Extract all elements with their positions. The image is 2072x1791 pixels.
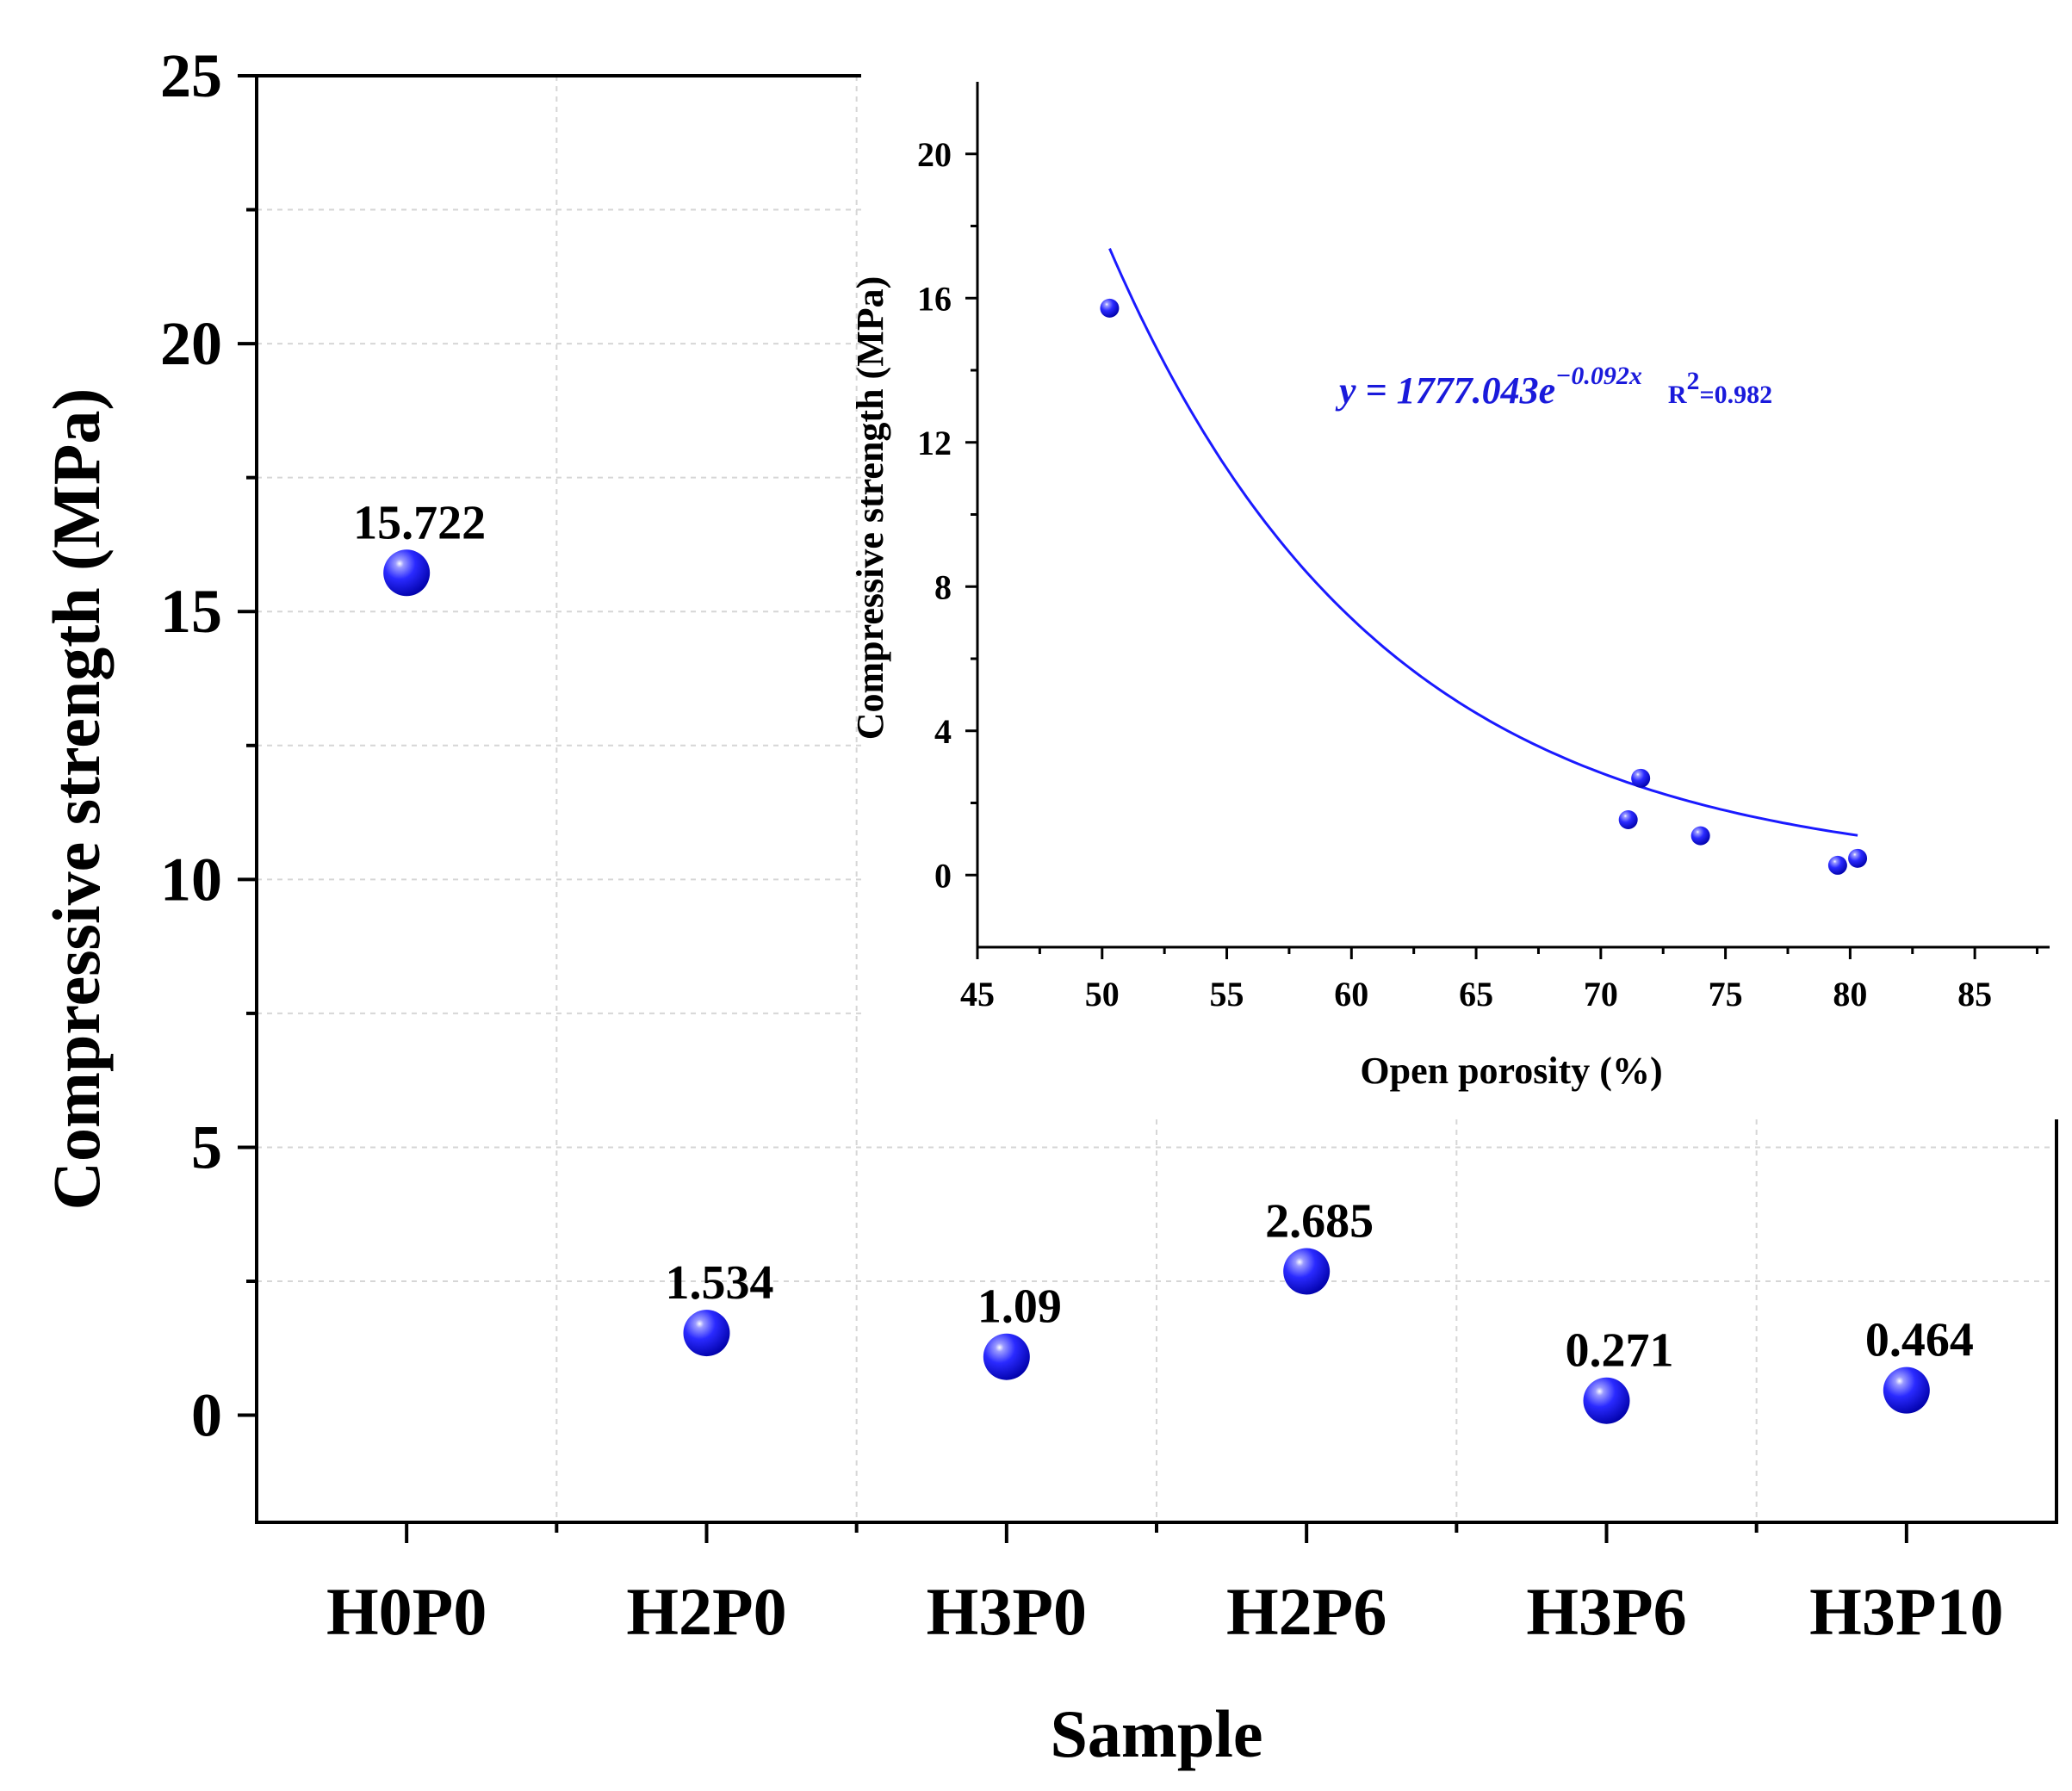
inset-x-tick-label: 60 xyxy=(1334,975,1368,1013)
main-x-axis-label: Sample xyxy=(1050,1696,1262,1771)
inset-data-point xyxy=(1848,848,1868,868)
main-y-axis: 0 5 10 15 20 25 xyxy=(160,41,257,1450)
inset-y-tick-label: 4 xyxy=(934,712,952,751)
inset-background xyxy=(861,52,2067,1119)
main-data-point xyxy=(983,1333,1030,1380)
main-data-point xyxy=(383,549,431,597)
main-data-label: 1.09 xyxy=(977,1280,1062,1334)
inset-x-tick-label: 75 xyxy=(1709,975,1743,1013)
main-x-tick-label: H3P6 xyxy=(1526,1574,1686,1649)
inset-data-point xyxy=(1100,298,1120,318)
r2-superscript: 2 xyxy=(1687,367,1700,395)
main-data-point xyxy=(1583,1377,1630,1424)
inset-x-tick-label: 70 xyxy=(1584,975,1618,1013)
fit-equation: y = 1777.043e−0.092x R2=0.982 xyxy=(1335,362,1772,412)
main-x-tick-label: H3P10 xyxy=(1809,1574,2003,1649)
inset-axes: 0 4 8 12 16 20 45 50 55 60 65 70 75 80 85 xyxy=(917,82,2050,1013)
inset-data-points xyxy=(1100,298,1868,875)
inset-data-point xyxy=(1618,810,1638,830)
inset-y-axis-label: Compressive strength (MPa) xyxy=(849,276,891,741)
inset-x-tick-label: 85 xyxy=(1957,975,1992,1013)
main-x-axis: H0P0 H2P0 H3P0 H2P6 H3P6 H3P10 xyxy=(326,1522,2003,1649)
inset-plot: 0 4 8 12 16 20 45 50 55 60 65 70 75 80 85 Open porosit… xyxy=(849,52,2067,1119)
inset-x-tick-label: 50 xyxy=(1085,975,1120,1013)
main-y-tick-label: 10 xyxy=(160,845,222,914)
inset-x-tick-label: 55 xyxy=(1210,975,1244,1013)
main-y-tick-label: 5 xyxy=(191,1112,222,1181)
main-y-tick-label: 0 xyxy=(191,1381,222,1450)
main-y-tick-label: 20 xyxy=(160,309,222,378)
r2-value: =0.982 xyxy=(1700,381,1773,409)
main-x-tick-label: H0P0 xyxy=(326,1574,487,1649)
inset-data-point xyxy=(1631,768,1651,788)
inset-x-tick-label: 80 xyxy=(1833,975,1867,1013)
main-x-tick-label: H3P0 xyxy=(927,1574,1087,1649)
main-y-tick-label: 15 xyxy=(160,577,222,646)
fit-equation-main: y = 1777.043e xyxy=(1335,369,1555,412)
main-data-point xyxy=(1283,1248,1331,1295)
main-data-label: 0.464 xyxy=(1865,1314,1974,1367)
main-x-tick-label: H2P0 xyxy=(626,1574,786,1649)
inset-x-tick-label: 65 xyxy=(1459,975,1493,1013)
main-data-point xyxy=(683,1310,730,1357)
main-data-label: 2.685 xyxy=(1265,1194,1374,1248)
main-x-tick-label: H2P6 xyxy=(1226,1574,1387,1649)
inset-fit-curve xyxy=(1108,248,1858,837)
r2-label: R xyxy=(1668,381,1687,409)
inset-y-tick-label: 8 xyxy=(934,567,952,606)
inset-y-tick-label: 12 xyxy=(917,424,952,462)
inset-data-point xyxy=(1827,855,1847,875)
main-data-points: 15.722 1.534 1.09 2.685 0.271 0.464 xyxy=(353,496,1974,1424)
inset-y-tick-label: 20 xyxy=(917,135,952,174)
fit-equation-exponent: −0.092x xyxy=(1555,362,1642,390)
inset-y-tick-label: 0 xyxy=(934,856,952,895)
inset-x-axis-label: Open porosity (%) xyxy=(1360,1050,1662,1092)
main-y-axis-label: Compressive strength (MPa) xyxy=(39,388,114,1211)
main-data-point xyxy=(1883,1366,1930,1414)
inset-data-point xyxy=(1690,826,1710,846)
inset-y-tick-label: 16 xyxy=(917,279,952,318)
main-data-label: 1.534 xyxy=(666,1256,774,1310)
main-data-label: 15.722 xyxy=(353,496,486,549)
inset-x-tick-label: 45 xyxy=(960,975,995,1013)
main-data-label: 0.271 xyxy=(1566,1324,1674,1378)
main-y-tick-label: 25 xyxy=(160,41,222,110)
